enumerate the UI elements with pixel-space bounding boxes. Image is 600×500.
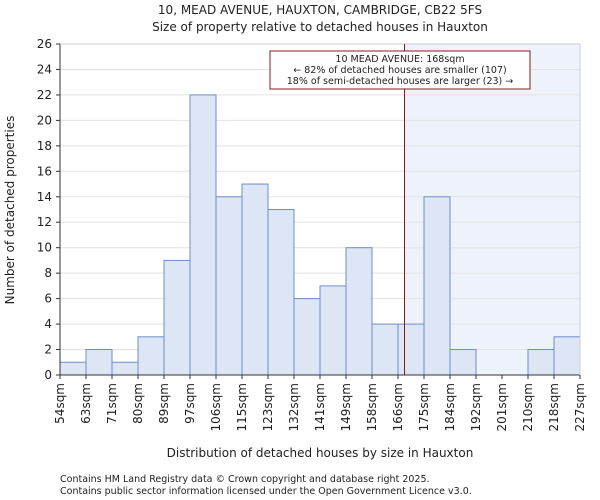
x-tick-label: 166sqm [391,383,405,431]
x-tick-label: 141sqm [313,383,327,431]
y-tick-label: 8 [44,266,52,280]
bar [345,247,373,376]
x-tick-label: 63sqm [79,383,93,424]
y-tick-label: 20 [37,113,52,127]
x-tick-label: 201sqm [495,383,509,431]
bar [85,349,113,376]
bar [59,361,87,376]
y-tick-label: 0 [44,368,52,382]
bar [215,196,243,376]
x-tick-label: 227sqm [573,383,587,431]
y-tick-label: 16 [37,164,52,178]
y-tick-label: 12 [37,215,52,229]
y-axis-label: Number of detached properties [3,116,17,305]
x-tick-label: 210sqm [521,383,535,431]
x-tick-label: 149sqm [339,383,353,431]
x-tick-label: 54sqm [53,383,67,424]
bar [163,259,191,376]
annotation-line: 10 MEAD AVENUE: 168sqm [335,54,464,65]
bar [423,196,451,376]
footer-line-2: Contains public sector information licen… [60,486,472,497]
y-tick-label: 4 [44,317,52,331]
x-tick-label: 123sqm [261,383,275,431]
bar [111,361,139,376]
bar [319,285,347,376]
annotation-line: 18% of semi-detached houses are larger (… [287,76,514,87]
x-tick-label: 115sqm [235,383,249,431]
y-tick-label: 22 [37,88,52,102]
x-tick-label: 158sqm [365,383,379,431]
annotation-line: ← 82% of detached houses are smaller (10… [293,65,506,76]
bar [371,323,399,376]
y-tick-label: 14 [37,190,52,204]
y-tick-label: 10 [37,241,52,255]
chart-subtitle: Size of property relative to detached ho… [152,20,488,34]
x-tick-label: 132sqm [287,383,301,431]
bar [241,183,269,376]
bar [267,209,295,376]
bar [293,298,321,376]
y-tick-label: 6 [44,292,52,306]
bar [553,336,581,376]
bar [189,94,217,376]
x-tick-label: 80sqm [131,383,145,424]
y-tick-label: 26 [37,37,52,51]
chart-title: 10, MEAD AVENUE, HAUXTON, CAMBRIDGE, CB2… [158,3,482,17]
bar [137,336,165,376]
x-axis-label: Distribution of detached houses by size … [167,446,474,460]
x-tick-label: 184sqm [443,383,457,431]
x-tick-label: 97sqm [183,383,197,424]
x-tick-label: 89sqm [157,383,171,424]
x-tick-label: 71sqm [105,383,119,424]
x-tick-label: 175sqm [417,383,431,431]
y-tick-label: 18 [37,139,52,153]
y-tick-label: 24 [37,62,52,76]
bar [397,323,425,376]
y-tick-label: 2 [44,343,52,357]
footer-line-1: Contains HM Land Registry data © Crown c… [60,474,430,485]
annotation-box [269,50,531,90]
bar [449,349,477,376]
bar [527,349,555,376]
x-tick-label: 218sqm [547,383,561,431]
x-tick-label: 106sqm [209,383,223,431]
x-tick-label: 192sqm [469,383,483,431]
